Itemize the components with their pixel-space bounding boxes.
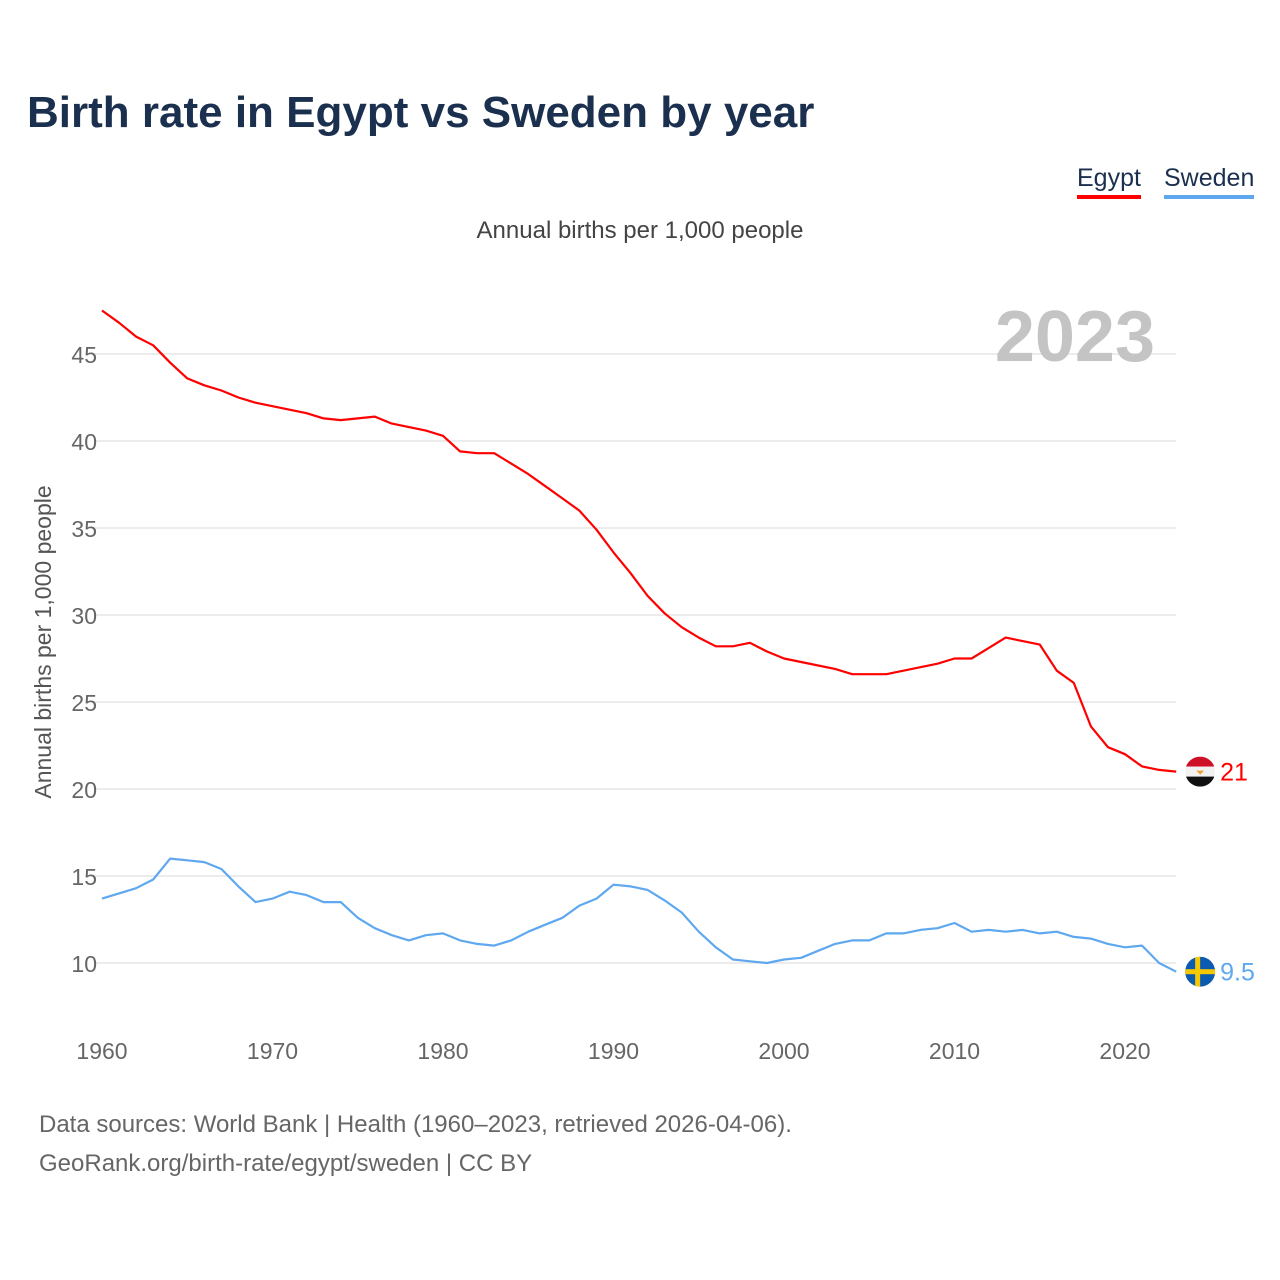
- x-tick-label: 1980: [417, 1038, 468, 1064]
- legend-item-egypt[interactable]: Egypt: [1077, 164, 1141, 199]
- source-link[interactable]: GeoRank.org/birth-rate/egypt/sweden | CC…: [39, 1150, 533, 1177]
- footer: Data sources: World Bank | Health (1960–…: [39, 1105, 792, 1183]
- y-tick-label: 15: [71, 864, 97, 890]
- end-value-label-sweden: 9.5: [1220, 959, 1255, 987]
- end-value-label-egypt: 21: [1220, 759, 1248, 787]
- chart-subtitle: Annual births per 1,000 people: [476, 217, 804, 244]
- data-source-note: Data sources: World Bank | Health (1960–…: [39, 1111, 792, 1138]
- flag-cross: [1195, 956, 1201, 987]
- x-tick-label: 1990: [588, 1038, 639, 1064]
- flag-egypt-icon: [1185, 756, 1216, 787]
- y-tick-label: 45: [71, 342, 97, 368]
- y-axis-label: Annual births per 1,000 people: [30, 485, 56, 798]
- y-tick-label: 35: [71, 516, 97, 542]
- x-tick-label: 2000: [758, 1038, 809, 1064]
- legend-item-sweden[interactable]: Sweden: [1164, 164, 1255, 199]
- x-tick-label: 2010: [929, 1038, 980, 1064]
- y-tick-label: 10: [71, 951, 97, 977]
- y-tick-label: 30: [71, 603, 97, 629]
- year-badge: 2023: [995, 297, 1155, 377]
- x-tick-label: 1960: [76, 1038, 127, 1064]
- series-line-sweden: [101, 857, 1177, 973]
- flag-shape: [1185, 756, 1216, 787]
- x-tick-label: 2020: [1099, 1038, 1150, 1064]
- flag-sweden-icon: [1185, 956, 1216, 987]
- y-tick-label: 25: [71, 690, 97, 716]
- x-tick-label: 1970: [247, 1038, 298, 1064]
- flag-stripe: [1185, 776, 1216, 787]
- flag-stripe: [1185, 756, 1216, 767]
- chart-title: Birth rate in Egypt vs Sweden by year: [27, 88, 815, 137]
- y-tick-label: 20: [71, 777, 97, 803]
- eagle-emblem: [1196, 770, 1205, 775]
- y-tick-label: 40: [71, 429, 97, 455]
- flag-shape: [1185, 956, 1216, 987]
- series-line-egypt: [101, 309, 1177, 773]
